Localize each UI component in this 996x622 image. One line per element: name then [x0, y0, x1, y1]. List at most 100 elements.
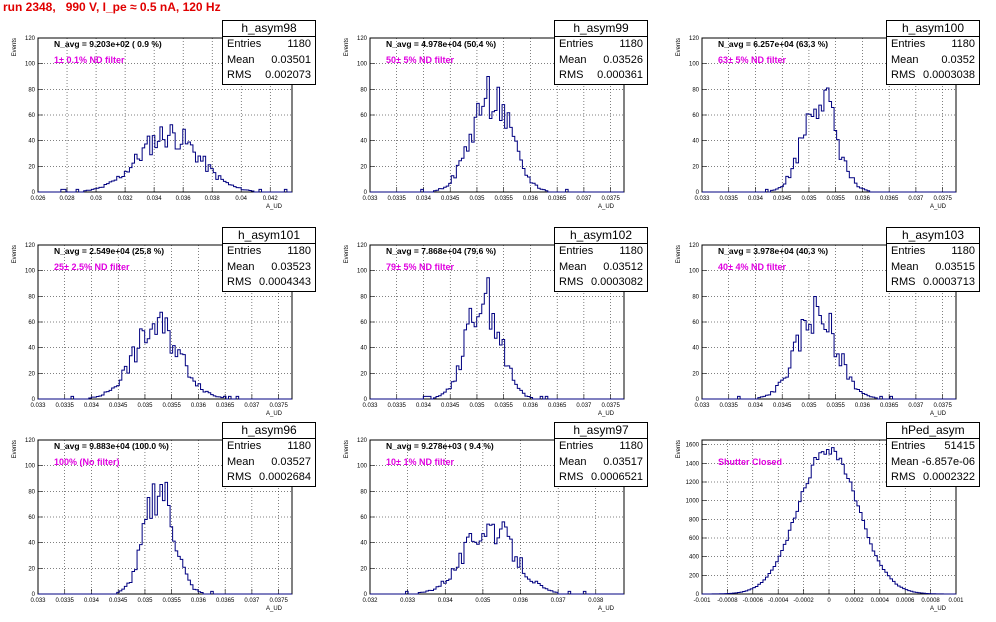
x-tick-label: -0.0002	[793, 598, 814, 604]
stats-row-rms: RMS 0.000361	[555, 68, 647, 84]
stats-value: 0.0003713	[923, 276, 975, 288]
x-axis-label: A_UD	[930, 411, 947, 417]
y-tick-label: 40	[692, 139, 699, 145]
filter-label: 1± 0.1% ND filter	[54, 55, 125, 65]
y-tick-label: 100	[357, 269, 368, 275]
x-tick-label: 0.0335	[720, 196, 739, 202]
histogram-line	[38, 481, 292, 595]
x-tick-label: 0.036	[176, 196, 192, 202]
histogram-line	[702, 87, 956, 193]
x-tick-label: 0.037	[244, 598, 260, 604]
stats-key: Entries	[227, 440, 262, 452]
y-axis-label: Events	[676, 38, 682, 56]
histogram-plot: 0.032 0.033 0.034 0.035 0.036 0.037 0.038 0 20 40…	[344, 438, 625, 612]
histogram-panel: 0.032 0.033 0.034 0.035 0.036 0.037 0.038 0 20 40…	[332, 414, 664, 621]
y-tick-label: 1400	[686, 461, 700, 467]
histogram-line	[370, 277, 624, 400]
y-tick-label: 60	[28, 515, 35, 521]
x-axis-label: A_UD	[266, 606, 283, 612]
x-tick-label: 0.001	[948, 598, 964, 604]
histogram-panel: 0.026 0.028 0.03 0.032 0.034 0.036 0.038 0.04 0.…	[0, 12, 332, 219]
stats-key: Mean	[227, 53, 255, 66]
x-tick-label: 0.0375	[269, 403, 288, 409]
stats-key: Entries	[227, 38, 262, 50]
x-tick-label: 0.032	[362, 598, 378, 604]
filter-label: 79± 5% ND filter	[386, 262, 454, 272]
stats-key: Mean	[891, 53, 919, 66]
filter-label: Shutter Closed	[718, 457, 783, 467]
stats-box: h_asym103 Entries 1180 Mean 0.03515 RMS 0.0003…	[886, 227, 980, 292]
filter-label: 50± 5% ND filter	[386, 55, 454, 65]
y-tick-label: 1600	[686, 443, 700, 449]
y-tick-label: 120	[25, 243, 36, 249]
y-tick-label: 80	[692, 87, 699, 93]
histogram-name: h_asym101	[223, 228, 315, 244]
stats-row-mean: Mean 0.03523	[223, 260, 315, 276]
stats-key: Entries	[891, 38, 926, 50]
y-tick-label: 0	[32, 190, 36, 196]
stats-box: h_asym100 Entries 1180 Mean 0.0352 RMS 0.00030…	[886, 20, 980, 85]
stats-key: RMS	[891, 276, 916, 288]
stats-row-mean: Mean 0.03512	[555, 260, 647, 276]
stats-key: Entries	[559, 245, 594, 257]
y-tick-label: 40	[28, 139, 35, 145]
y-tick-label: 60	[692, 113, 699, 119]
stats-key: RMS	[227, 69, 252, 81]
stats-row-entries: Entries 1180	[223, 439, 315, 455]
x-tick-label: 0.0365	[216, 598, 235, 604]
stats-value: 1180	[287, 440, 311, 452]
y-tick-label: 20	[360, 164, 367, 170]
y-axis-label: Events	[12, 245, 18, 263]
histogram-panel: 0.033 0.0335 0.034 0.0345 0.035 0.0355 0.036 0.…	[664, 219, 996, 426]
histogram-name: h_asym97	[555, 423, 647, 439]
x-tick-label: 0.035	[801, 196, 817, 202]
x-tick-label: 0.033	[362, 196, 378, 202]
histogram-name: h_asym100	[887, 21, 979, 37]
x-tick-label: 0.0006	[896, 598, 915, 604]
x-axis-label: A_UD	[266, 204, 283, 210]
run-title: run 2348, 990 V, I_pe ≈ 0.5 nA, 120 Hz	[3, 0, 221, 14]
x-tick-label: 0.042	[263, 196, 279, 202]
y-tick-label: 60	[360, 113, 367, 119]
x-tick-label: 0.0335	[388, 196, 407, 202]
x-tick-label: 0.0355	[827, 196, 846, 202]
y-tick-label: 80	[692, 294, 699, 300]
histogram-name: h_asym102	[555, 228, 647, 244]
histogram-line	[702, 296, 956, 400]
x-tick-label: 0.028	[60, 196, 76, 202]
x-tick-label: 0.0335	[720, 403, 739, 409]
x-tick-label: 0.037	[908, 403, 924, 409]
histogram-line	[701, 447, 957, 595]
y-tick-label: 800	[689, 517, 700, 523]
stats-key: Mean	[227, 455, 255, 468]
x-tick-label: 0.034	[84, 403, 100, 409]
y-axis-label: Events	[12, 440, 18, 458]
stats-value: 0.03515	[935, 260, 975, 273]
y-tick-label: 20	[692, 164, 699, 170]
y-tick-label: 60	[28, 113, 35, 119]
y-tick-label: 100	[689, 269, 700, 275]
stats-row-rms: RMS 0.0002684	[223, 470, 315, 486]
x-tick-label: 0.035	[469, 196, 485, 202]
x-tick-label: 0.034	[416, 403, 432, 409]
stats-value: 1180	[287, 38, 311, 50]
stats-box: h_asym99 Entries 1180 Mean 0.03526 RMS 0.00036…	[554, 20, 648, 85]
stats-value: 1180	[619, 38, 643, 50]
stats-value: 0.0002322	[923, 471, 975, 483]
y-tick-label: 200	[689, 573, 700, 579]
stats-box: h_asym101 Entries 1180 Mean 0.03523 RMS 0.0004…	[222, 227, 316, 292]
x-axis-label: A_UD	[598, 204, 615, 210]
x-tick-label: 0.0365	[216, 403, 235, 409]
histogram-name: h_asym98	[223, 21, 315, 37]
n-avg-label: N_avg = 3.978e+04 (40.3 %)	[718, 246, 829, 256]
y-tick-label: 0	[364, 397, 368, 403]
stats-row-mean: Mean 0.03501	[223, 53, 315, 69]
stats-key: Entries	[891, 440, 926, 452]
stats-value: 0.0003038	[923, 69, 975, 81]
y-tick-label: 80	[28, 294, 35, 300]
stats-row-rms: RMS 0.002073	[223, 68, 315, 84]
histogram-line	[38, 124, 292, 193]
y-tick-label: 20	[28, 371, 35, 377]
histogram-name: hPed_asym	[887, 423, 979, 439]
filter-label: 40± 4% ND filter	[718, 262, 786, 272]
